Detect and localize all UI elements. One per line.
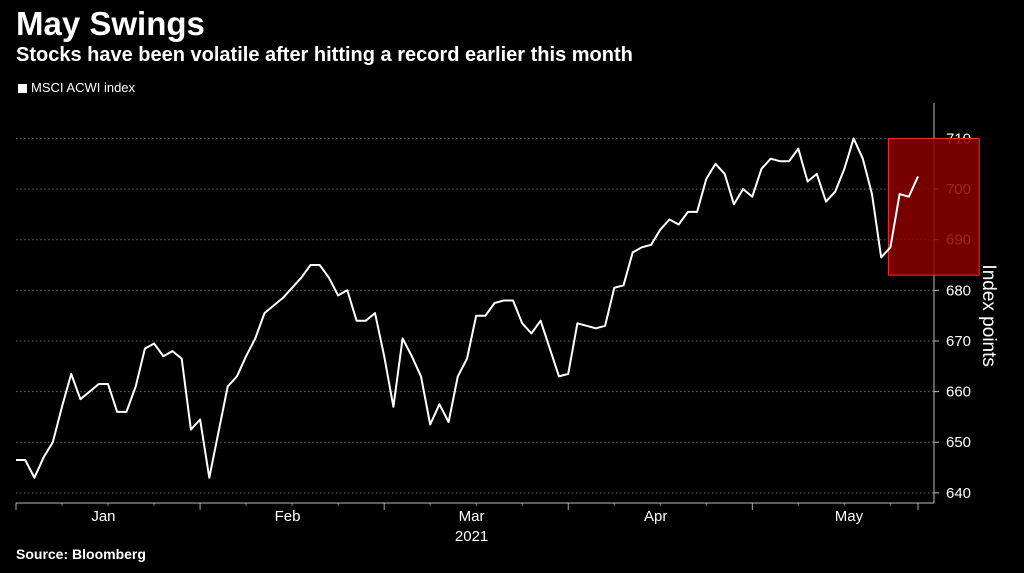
chart-title: May Swings xyxy=(16,5,205,42)
x-tick-label-mar: Mar xyxy=(459,508,485,525)
y-axis-title: Index points xyxy=(978,264,999,366)
x-tick-label-apr: Apr xyxy=(644,508,667,525)
legend: MSCI ACWI index xyxy=(18,79,135,97)
x-tick-label-may: May xyxy=(835,508,864,525)
x-tick-label-feb: Feb xyxy=(275,508,301,525)
source-note: Source: Bloomberg xyxy=(16,546,146,562)
legend-label: MSCI ACWI index xyxy=(31,80,136,95)
highlight-box xyxy=(887,137,980,276)
series-line-msci-acwi xyxy=(16,137,919,479)
y-tick-label-660: 660 xyxy=(946,384,971,401)
y-tick-label-640: 640 xyxy=(946,485,971,502)
x-axis-year-label: 2021 xyxy=(455,528,488,545)
legend-swatch xyxy=(18,83,27,93)
chart-subtitle: Stocks have been volatile after hitting … xyxy=(16,44,633,66)
x-tick-label-jan: Jan xyxy=(91,508,115,525)
y-tick-label-670: 670 xyxy=(946,333,971,350)
y-tick-label-650: 650 xyxy=(946,434,971,451)
y-tick-label-680: 680 xyxy=(946,282,971,299)
